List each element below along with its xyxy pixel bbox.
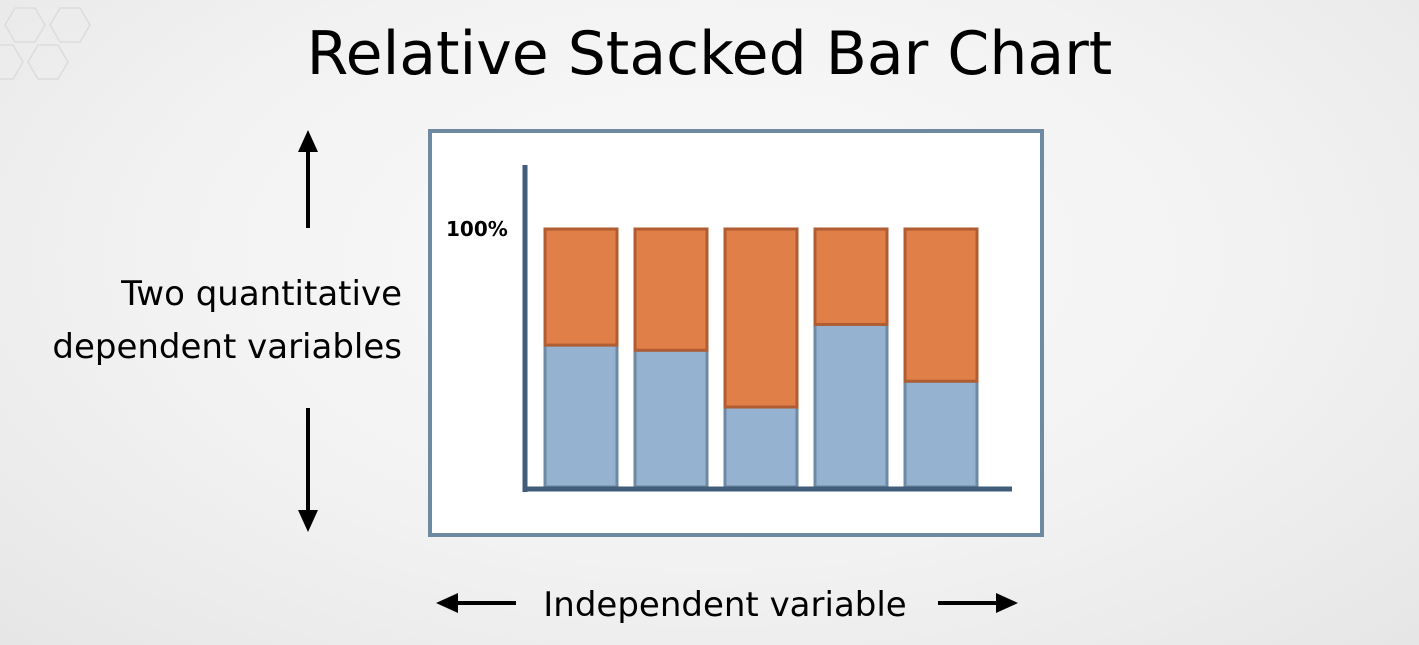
bar-5-bottom-segment [903, 379, 979, 489]
independent-variable-label: Independent variable [543, 585, 907, 625]
bar-1-top-segment [543, 227, 619, 347]
hexagon-pattern-decoration [0, 7, 91, 80]
bar-5-top-segment [903, 227, 979, 383]
bar-4-top-segment [813, 227, 889, 326]
bar-4-bottom-segment [813, 322, 889, 489]
dependent-variables-label: Two quantitative dependent variables [10, 268, 402, 374]
y-tick-label-100: 100% [446, 217, 508, 241]
dependent-label-line-1: Two quantitative [121, 274, 402, 314]
right-arrow-icon [938, 593, 1018, 613]
left-arrow-icon [436, 593, 516, 613]
bar-2-top-segment [633, 227, 709, 352]
bar-2-bottom-segment [633, 348, 709, 489]
bars-group [543, 227, 979, 489]
slide-title: Relative Stacked Bar Chart [306, 19, 1113, 89]
bar-3-top-segment [723, 227, 799, 409]
dependent-label-line-2: dependent variables [52, 327, 402, 367]
bar-3-bottom-segment [723, 405, 799, 489]
down-arrow-icon [298, 408, 318, 532]
up-arrow-icon [298, 130, 318, 228]
bar-1-bottom-segment [543, 343, 619, 489]
